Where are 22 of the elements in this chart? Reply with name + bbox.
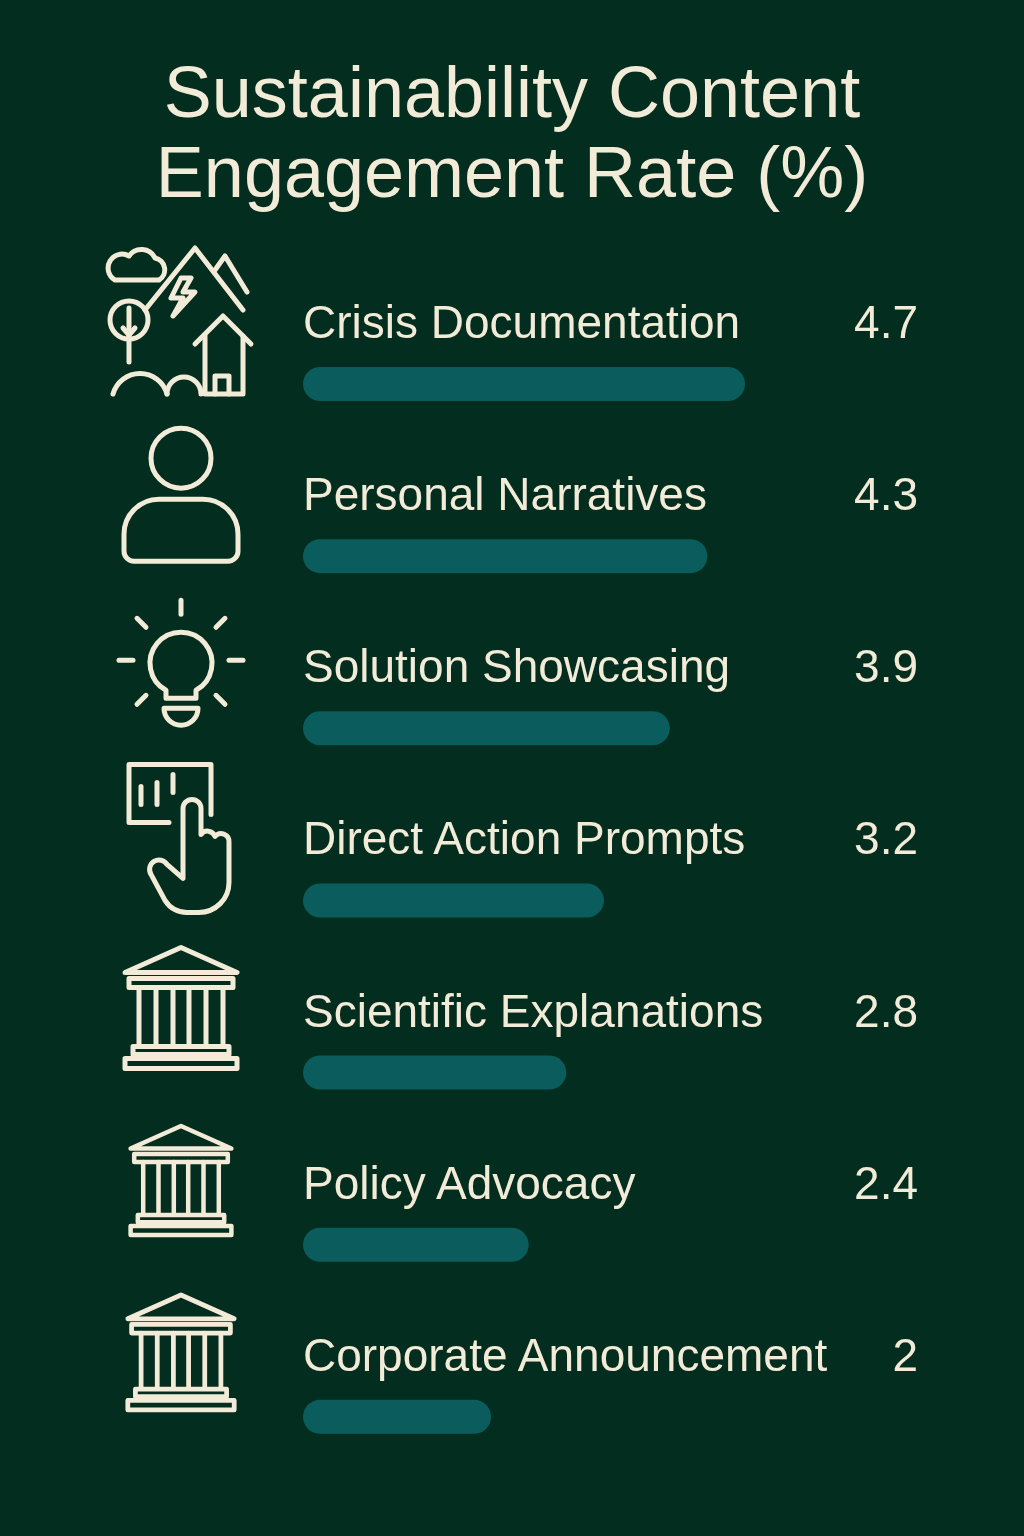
- bar: [303, 883, 604, 918]
- bar: [303, 711, 670, 746]
- data-label: 2.4: [854, 1156, 918, 1209]
- y-tick-label: Personal Narratives: [303, 468, 707, 521]
- data-label: 2.8: [854, 984, 918, 1037]
- bar: [303, 367, 745, 401]
- data-label: 4.3: [854, 468, 918, 521]
- data-label: 3.9: [854, 640, 918, 693]
- data-label: 4.7: [854, 296, 918, 348]
- data-label: 3.2: [854, 812, 918, 865]
- y-tick-label: Direct Action Prompts: [303, 812, 746, 865]
- chart-title: Sustainability Content Engagement Rate (%): [154, 52, 870, 212]
- data-label: 2: [892, 1328, 918, 1381]
- bar: [303, 1399, 492, 1434]
- y-tick-label: Scientific Explanations: [303, 984, 764, 1037]
- y-tick-label: Corporate Announcement: [303, 1328, 828, 1381]
- bar: [303, 1227, 529, 1262]
- bar: [303, 539, 708, 574]
- y-tick-label: Crisis Documentation: [303, 296, 741, 348]
- bar: [303, 1055, 567, 1090]
- y-tick-label: Solution Showcasing: [303, 640, 731, 693]
- y-tick-label: Policy Advocacy: [303, 1156, 636, 1209]
